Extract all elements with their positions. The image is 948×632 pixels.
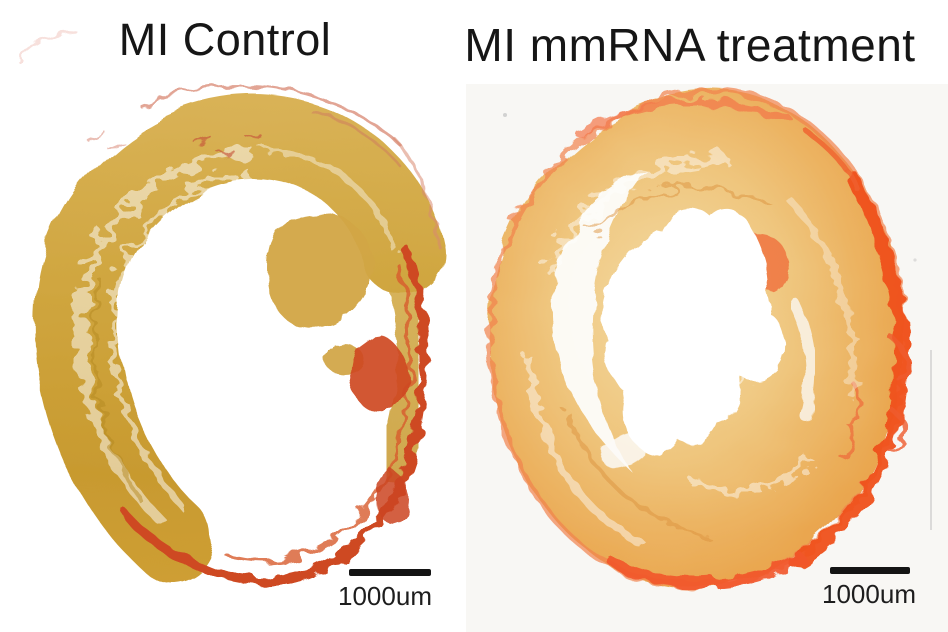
scale-bar-label-left: 1000um bbox=[338, 581, 432, 611]
histology-image-mi-mmrna-treatment bbox=[466, 84, 948, 632]
papillary-muscle bbox=[267, 214, 373, 329]
panel-title-mi-mmrna-treatment: MI mmRNA treatment bbox=[464, 19, 916, 71]
treatment-rim bbox=[486, 88, 910, 589]
ventricular-lumen bbox=[601, 208, 786, 456]
tissue-gap-crescent bbox=[551, 170, 646, 472]
fiber-texture bbox=[526, 155, 857, 546]
scale-bar-right bbox=[830, 567, 910, 574]
scale-bar-label-right: 1000um bbox=[822, 579, 916, 609]
fiber-texture bbox=[76, 147, 398, 525]
scale-bar-left bbox=[349, 569, 431, 576]
panel-title-mi-control: MI Control bbox=[118, 14, 332, 65]
control-scar bbox=[121, 84, 442, 586]
tissue-debris-wisps bbox=[16, 31, 126, 152]
heart-section-treatment bbox=[486, 88, 910, 589]
heart-section-control bbox=[16, 31, 444, 586]
histology-image-mi-control bbox=[16, 31, 444, 586]
